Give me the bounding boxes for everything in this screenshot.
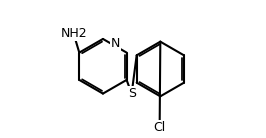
Text: N: N <box>111 37 120 50</box>
Text: NH2: NH2 <box>60 27 87 40</box>
Text: Cl: Cl <box>153 121 166 134</box>
Text: S: S <box>128 87 136 100</box>
